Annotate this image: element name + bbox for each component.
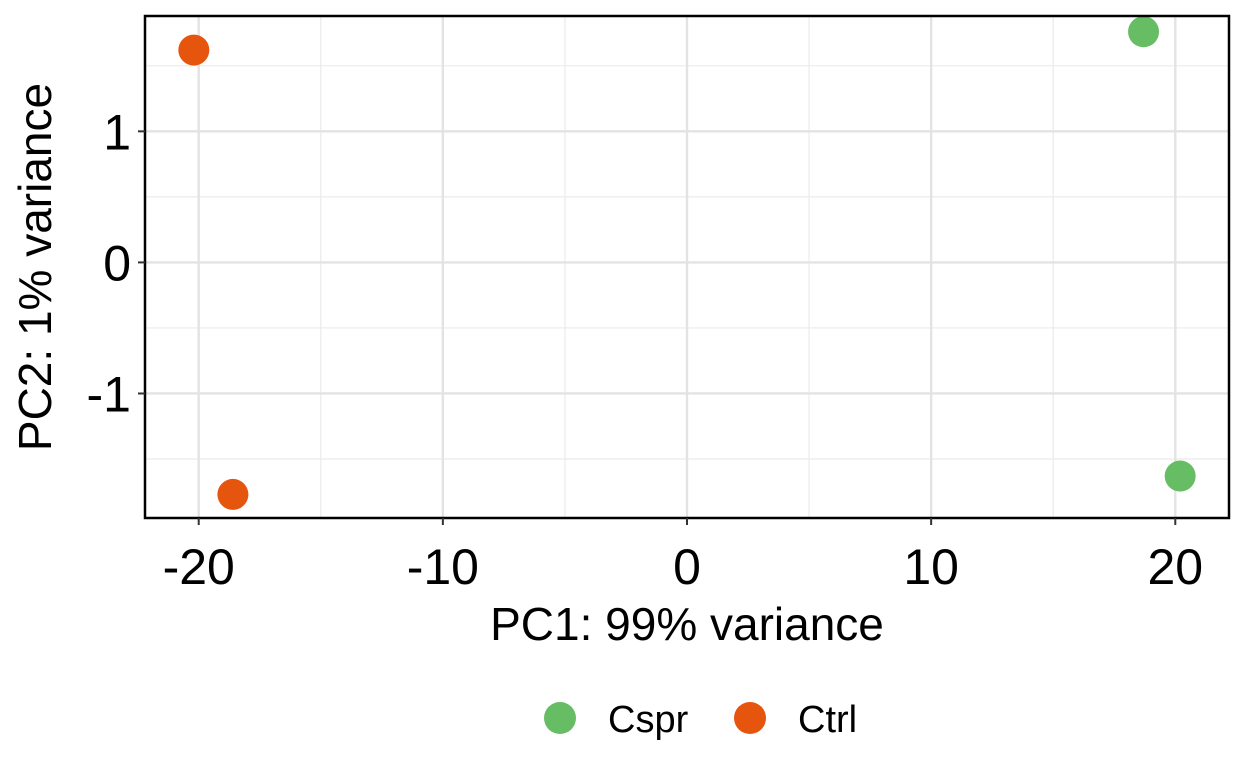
data-point-ctrl (217, 478, 249, 510)
x-tick-label: 10 (903, 539, 959, 595)
legend-label-cspr: Cspr (608, 699, 689, 741)
y-tick-label: 1 (103, 104, 131, 160)
y-tick-label: 0 (103, 235, 131, 291)
y-axis-title: PC2: 1% variance (9, 83, 61, 451)
legend-key-cspr (544, 702, 576, 734)
major-gridlines (145, 16, 1229, 518)
y-tick-label: -1 (87, 366, 131, 422)
data-points (178, 16, 1196, 510)
data-point-ctrl (178, 34, 210, 66)
x-tick-label: -10 (407, 539, 479, 595)
x-axis: -20 -10 0 10 20 (163, 518, 1203, 595)
legend: Cspr Ctrl (544, 699, 857, 741)
y-axis: -1 0 1 (87, 104, 145, 422)
x-tick-label: 0 (673, 539, 701, 595)
data-point-cspr (1164, 460, 1196, 492)
x-tick-label: -20 (163, 539, 235, 595)
x-tick-label: 20 (1147, 539, 1203, 595)
legend-label-ctrl: Ctrl (798, 699, 857, 741)
legend-key-ctrl (734, 702, 766, 734)
data-point-cspr (1128, 16, 1160, 48)
x-axis-title: PC1: 99% variance (490, 598, 884, 650)
